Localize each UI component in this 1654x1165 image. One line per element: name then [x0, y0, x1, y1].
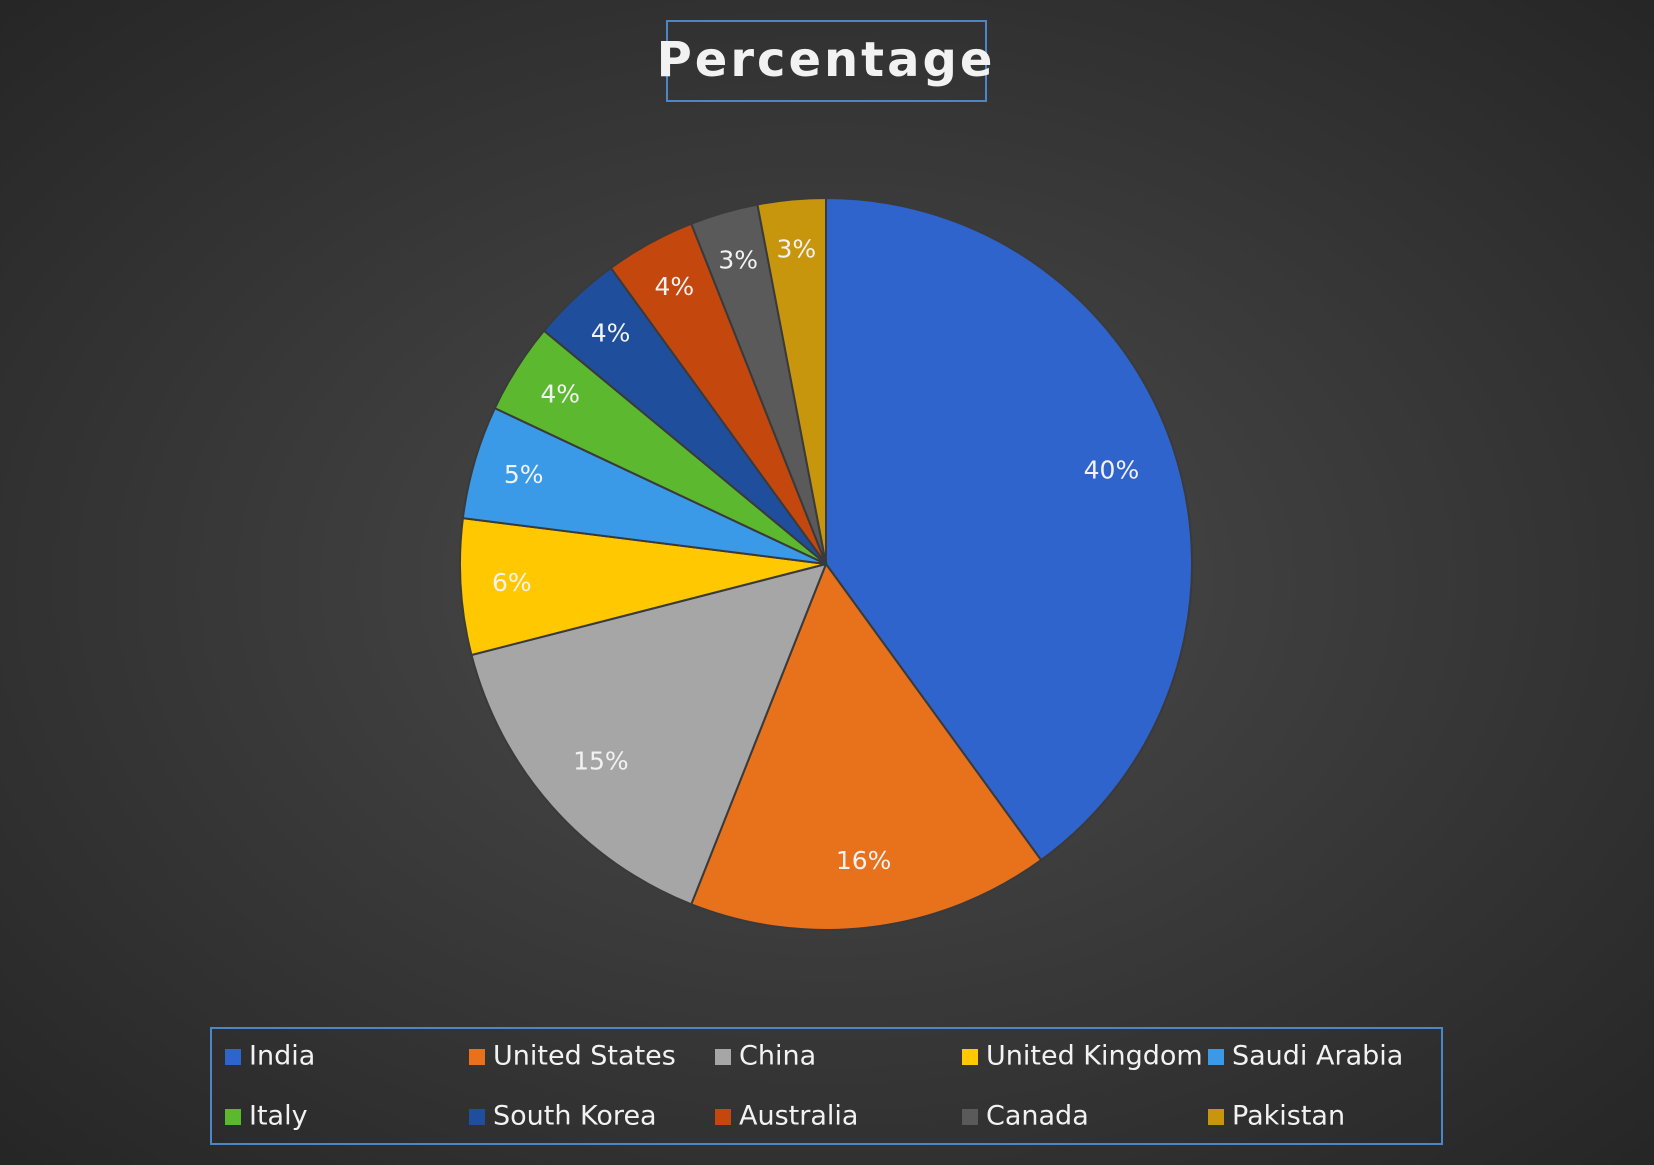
pie-slice: [825, 196, 1193, 862]
pie-slice: [459, 517, 827, 657]
legend-swatch: [715, 1049, 731, 1065]
legend-swatch: [225, 1049, 241, 1065]
legend-label: Pakistan: [1232, 1101, 1345, 1132]
pie-slice: [470, 562, 828, 906]
legend-label: United States: [493, 1041, 676, 1072]
legend-label: Canada: [986, 1101, 1089, 1132]
legend-swatch: [962, 1049, 978, 1065]
data-label: 3%: [777, 235, 817, 264]
legend-swatch: [469, 1109, 485, 1125]
legend-label: South Korea: [493, 1101, 657, 1132]
legend-label: Italy: [249, 1101, 308, 1132]
legend-swatch: [469, 1049, 485, 1065]
legend: India United States China United Kingdom Sau…: [225, 1041, 1403, 1132]
pie-slice: [689, 561, 1043, 931]
data-label: 16%: [836, 846, 892, 875]
data-label: 5%: [504, 460, 544, 489]
data-label: 6%: [492, 568, 532, 597]
data-label: 15%: [573, 746, 629, 775]
legend-label: China: [739, 1041, 816, 1072]
data-label: 3%: [718, 246, 758, 275]
legend-label: United Kingdom: [986, 1041, 1203, 1072]
data-label: 4%: [655, 272, 695, 301]
data-label: 40%: [1084, 455, 1140, 484]
pie-slice: [756, 196, 827, 565]
chart-title: Percentage: [657, 32, 996, 88]
legend-swatch: [715, 1109, 731, 1125]
legend-swatch: [225, 1109, 241, 1125]
legend-swatch: [1208, 1109, 1224, 1125]
pie: 40% 16% 15% 6% 5% 4% 4% 4% 3% 3%: [459, 196, 1193, 931]
legend-box: [210, 1027, 1443, 1145]
legend-label: Australia: [739, 1101, 858, 1132]
legend-label: Saudi Arabia: [1232, 1041, 1403, 1072]
legend-swatch: [1208, 1049, 1224, 1065]
legend-label: India: [249, 1041, 315, 1072]
title-box: [666, 20, 987, 102]
data-label: 4%: [540, 379, 580, 408]
legend-swatch: [962, 1109, 978, 1125]
data-label: 4%: [591, 319, 631, 348]
